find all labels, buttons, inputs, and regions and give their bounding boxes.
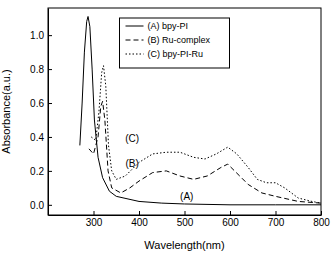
y-tick-mark [48,69,52,70]
x-tick-mark [139,211,140,215]
series-group [80,16,321,204]
legend-label: (B) Ru-complex [148,35,211,45]
y-tick-label: 0.8 [30,64,44,75]
plot-frame [48,8,321,215]
x-tick-label: 400 [131,217,148,228]
x-tick: 500 [177,211,194,228]
y-tick: 0.6 [30,98,52,109]
legend-label: (A) bpy-PI [148,21,189,31]
y-axis-title: Absorbance(a.u.) [0,69,12,153]
chart: 300 400 500 600 700 800 0.0 0.2 0.4 0.6 0.8 1.0 (A) (… [0,0,333,254]
x-tick-mark [94,211,95,215]
x-axis-title: Wavelength(nm) [144,239,224,251]
y-tick: 0.0 [30,200,52,211]
x-tick-label: 600 [222,217,239,228]
annotation: (A) [180,191,193,202]
x-tick-label: 800 [313,217,330,228]
annotation: (C) [125,133,139,144]
x-tick-mark [230,211,231,215]
y-tick-label: 0.0 [30,200,44,211]
y-tick: 0.8 [30,64,52,75]
x-axis: 300 400 500 600 700 800 [49,211,331,228]
legend-swatch [126,54,144,55]
x-tick-mark [276,211,277,215]
x-tick-label: 500 [177,217,194,228]
x-tick: 300 [86,211,103,228]
x-tick-label: 300 [86,217,103,228]
y-tick: 0.4 [30,132,52,143]
x-tick: 400 [131,211,148,228]
y-tick: 0.2 [30,166,52,177]
y-axis-line [48,9,49,216]
y-tick-mark [48,35,52,36]
x-tick-label: 700 [268,217,285,228]
y-axis: 0.0 0.2 0.4 0.6 0.8 1.0 [30,9,52,216]
x-tick: 700 [268,211,285,228]
series-line [80,16,321,204]
legend-swatch [126,40,144,41]
legend: (A) bpy-PI (B) Ru-complex (C) bpy-PI-Ru [120,18,230,68]
annotation: (B) [126,158,139,169]
legend-label: (C) bpy-PI-Ru [148,49,204,59]
y-tick-mark [48,103,52,104]
y-tick-label: 1.0 [30,30,44,41]
plot: 300 400 500 600 700 800 0.0 0.2 0.4 0.6 0.8 1.0 (A) (… [30,8,330,228]
y-tick-mark [48,205,52,206]
x-axis-line [49,215,322,216]
y-tick-label: 0.2 [30,166,44,177]
x-tick: 800 [313,211,330,228]
y-tick-mark [48,171,52,172]
legend-swatch [126,26,144,27]
y-tick-label: 0.6 [30,98,44,109]
series-line [91,66,321,203]
x-tick: 600 [222,211,239,228]
y-tick: 1.0 [30,30,52,41]
y-tick-mark [48,137,52,138]
x-tick-mark [321,211,322,215]
x-tick-mark [185,211,186,215]
legend-box [120,18,230,68]
series-line [89,101,321,203]
y-tick-label: 0.4 [30,132,44,143]
